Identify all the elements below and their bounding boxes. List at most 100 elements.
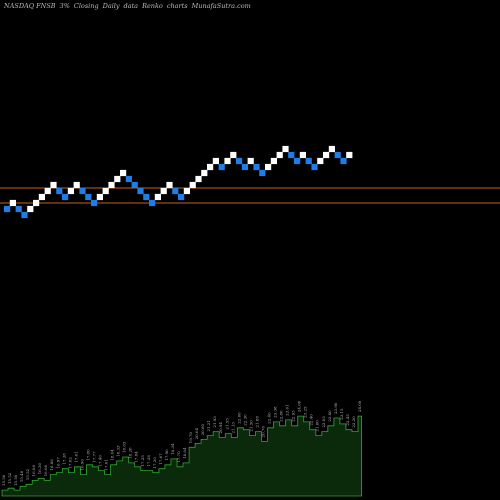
renko-brick-up (9, 199, 16, 207)
renko-brick-down (178, 193, 185, 201)
renko-brick-up (96, 193, 103, 201)
volume-label: 17.80 (86, 449, 91, 461)
chart-header: NASDAQ FNSB 3% Closing Daily data Renko charts… (4, 2, 255, 10)
reference-lines (0, 187, 500, 204)
volume-label: 16.06 (43, 464, 48, 476)
renko-brick-up (328, 145, 335, 153)
volume-label: 17.61 (73, 451, 78, 462)
volume-label: 24.00 (297, 400, 302, 412)
volume-label: 16.06 (31, 465, 36, 477)
volume-label: 18.20 (128, 447, 133, 459)
renko-brick-down (340, 157, 347, 165)
renko-brick-down (218, 163, 225, 171)
volume-label: 20.04 (194, 428, 199, 440)
frequency-label: Daily (102, 2, 120, 10)
volume-label: 21.21 (206, 420, 211, 431)
volume-label: 24.00 (357, 400, 362, 412)
charts-label: charts (166, 2, 188, 10)
renko-brick-up (44, 187, 51, 195)
renko-brick-up (212, 157, 219, 165)
volume-label: 22.93 (291, 410, 296, 422)
volume-labels: 15.50 15.52 15.50 15.48 15.52 16.06 16.30 16.06… (1, 400, 362, 486)
renko-brick-down (91, 199, 98, 207)
volume-label: 17.70 (176, 451, 181, 463)
renko-brick-up (67, 187, 74, 195)
volume-label: 18.34 (170, 443, 175, 455)
renko-brick-down (236, 157, 243, 165)
renko-brick-up (230, 151, 237, 159)
renko-brick-down (15, 205, 22, 213)
renko-brick-up (154, 193, 161, 201)
volume-label: 22.40 (266, 412, 271, 424)
volume-series (1, 415, 362, 497)
volume-label: 18.33 (116, 445, 121, 457)
renko-brick-down (56, 187, 63, 195)
renko-brick-down (85, 193, 92, 201)
volume-label: 23.38 (273, 406, 278, 418)
renko-brick-up (50, 181, 57, 189)
renko-brick-up (276, 151, 283, 159)
renko-brick-up (201, 169, 208, 177)
volume-label: 21.55 (224, 418, 229, 430)
volume-label: 22.80 (327, 410, 332, 422)
volume-label: 22.45 (345, 414, 350, 426)
closing-label: Closing (73, 2, 99, 10)
volume-area (1, 415, 362, 497)
renko-brick-up (114, 175, 121, 183)
renko-brick-up (38, 193, 45, 201)
renko-brick-up (160, 187, 167, 195)
volume-label: 15.50 (13, 474, 18, 486)
volume-label: 17.35 (140, 455, 145, 467)
volume-label: 21.60 (315, 420, 320, 432)
volume-label: 15.52 (7, 472, 12, 484)
volume-label: 15.50 (1, 474, 6, 486)
renko-brick-up (317, 157, 324, 165)
volume-label: 22.30 (242, 414, 247, 426)
renko-brick-down (294, 157, 301, 165)
renko-brick-up (73, 181, 80, 189)
site-name: MunafaSutra.com (191, 2, 251, 10)
volume-label: 20.70 (261, 426, 266, 438)
renko-brick-up (102, 187, 109, 195)
volume-label: 18.04 (182, 447, 187, 459)
volume-label: 16.90 (79, 459, 84, 471)
volume-label: 17.67 (158, 453, 163, 465)
volume-label: 15.52 (25, 468, 30, 480)
renko-brick-down (131, 181, 138, 189)
renko-brick-up (33, 199, 40, 207)
renko-brick-down (311, 163, 318, 171)
renko-brick-down (305, 157, 312, 165)
volume-label: 17.38 (146, 455, 151, 467)
renko-brick-up (195, 175, 202, 183)
renko-brick-down (137, 187, 144, 195)
renko-brick-down (79, 187, 86, 195)
renko-brick-down (241, 163, 248, 171)
volume-label: 22.05 (321, 416, 326, 428)
brick-percent: 3% (59, 2, 70, 10)
volume-label: 17.77 (91, 451, 96, 463)
renko-brick-up (299, 151, 306, 159)
volume-label: 17.90 (164, 449, 169, 461)
renko-brick-down (21, 211, 28, 219)
renko-brick-up (207, 163, 214, 171)
volume-label: 20.94 (218, 422, 223, 434)
volume-label: 22.40 (309, 414, 314, 426)
renko-brick-up (27, 205, 34, 213)
renko-brick-up (270, 157, 277, 165)
renko-brick-down (149, 199, 156, 207)
data-label: data (123, 2, 139, 10)
volume-label: 15.48 (19, 470, 24, 482)
volume-label: 22.66 (236, 412, 241, 424)
renko-bricks (4, 145, 353, 219)
volume-label: 21.93 (212, 416, 217, 428)
renko-brick-down (125, 175, 132, 183)
volume-label: 23.61 (285, 404, 290, 415)
renko-brick-down (172, 187, 179, 195)
renko-brick-down (253, 163, 260, 171)
volume-label: 17.84 (134, 451, 139, 463)
volume-label: 17.01 (104, 459, 109, 470)
renko-brick-up (282, 145, 289, 153)
renko-brick-down (62, 193, 69, 201)
renko-brick-up (120, 169, 127, 177)
